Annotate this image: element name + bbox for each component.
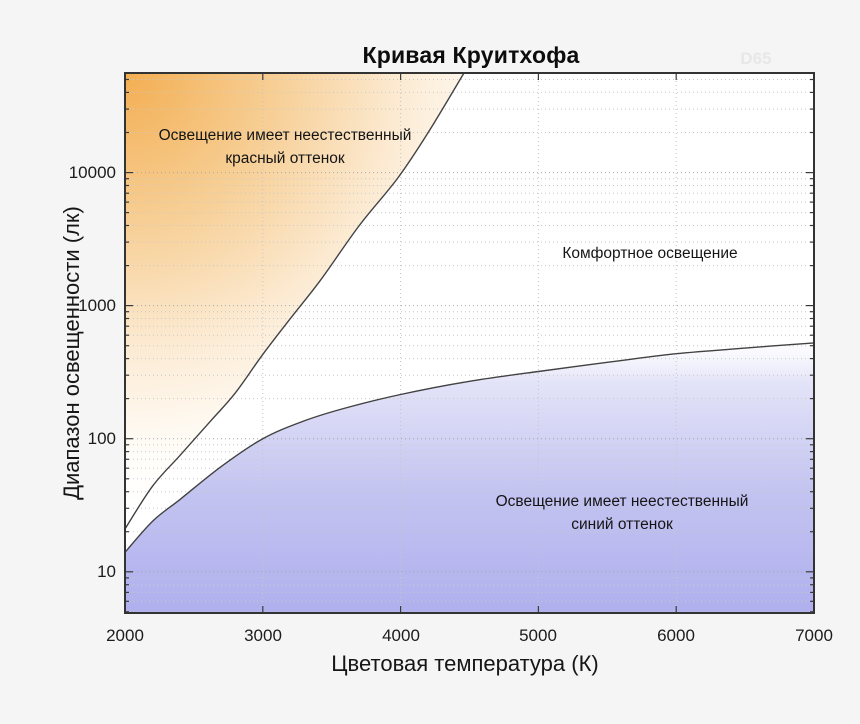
x-tick-label: 4000 [382, 626, 420, 645]
blue-tint-region [125, 342, 814, 613]
red-region-label: Освещение имеет неестественный красный о… [95, 124, 475, 170]
red-region-label-line1: Освещение имеет неестественный [158, 127, 412, 144]
illuminant-d65-watermark: D65 [740, 49, 772, 68]
x-tick-label: 3000 [244, 626, 282, 645]
x-tick-label: 7000 [795, 626, 833, 645]
x-tick-label: 2000 [106, 626, 144, 645]
red-boundary-curve [124, 72, 465, 530]
blue-region-label-line1: Освещение имеет неестественный [495, 493, 749, 510]
y-tick-label: 10000 [68, 163, 116, 182]
x-axis-title: Цветовая температура (К) [331, 651, 599, 676]
blue-boundary-curve [124, 342, 815, 553]
blue-region-label: Освещение имеет неестественный синий отт… [432, 490, 812, 536]
plot-border [124, 72, 815, 614]
comfort-region-label-text: Комфортное освещение [562, 245, 738, 262]
blue-region-label-line2: синий оттенок [571, 516, 673, 533]
y-tick-label: 1000 [78, 296, 116, 315]
red-region-label-line2: красный оттенок [225, 150, 345, 167]
y-tick-label: 100 [87, 429, 116, 448]
chart-title: Кривая Круитхофа [362, 42, 580, 68]
y-axis-title: Диапазон освещенности (лк) [59, 206, 84, 500]
red-tint-region [125, 73, 464, 529]
gridlines [125, 73, 814, 613]
y-tick-label: 10 [97, 562, 116, 581]
x-tick-label: 6000 [657, 626, 695, 645]
x-tick-label: 5000 [519, 626, 557, 645]
comfort-region-label: Комфортное освещение [500, 242, 800, 265]
